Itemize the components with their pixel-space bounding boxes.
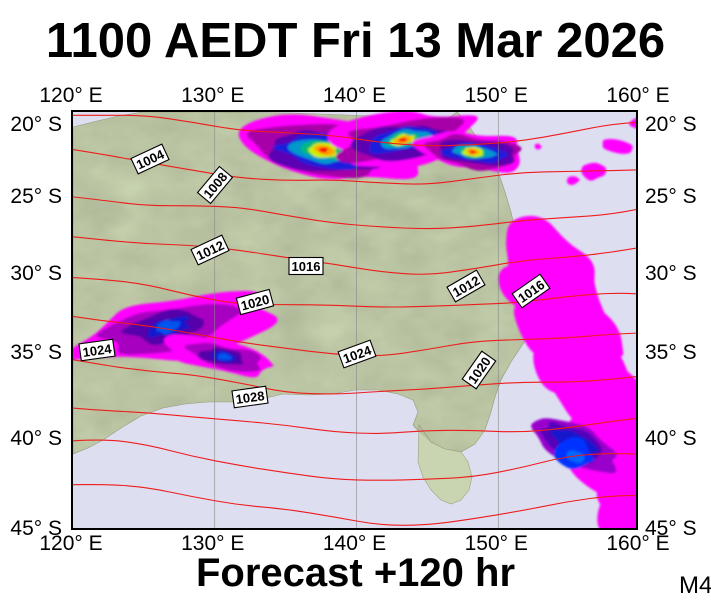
- svg-text:1016: 1016: [292, 259, 321, 274]
